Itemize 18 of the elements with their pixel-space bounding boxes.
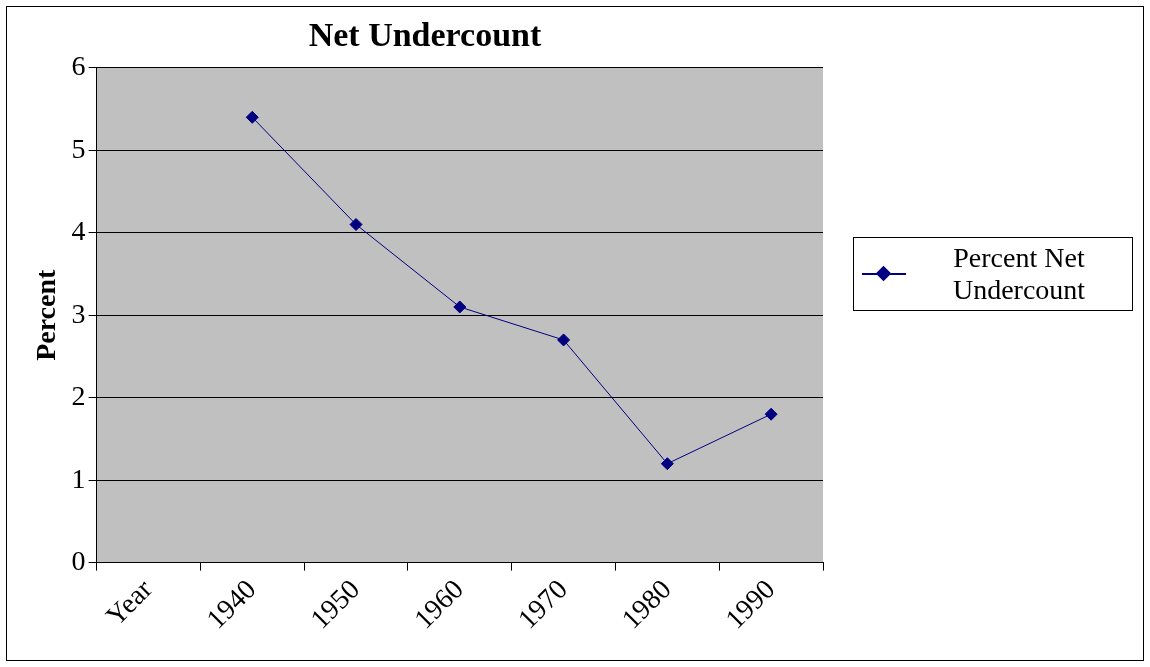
y-tick-label: 4 bbox=[71, 215, 86, 247]
y-tick-label: 2 bbox=[71, 380, 86, 412]
y-tick-label: 3 bbox=[71, 297, 86, 329]
y-tick-label: 1 bbox=[71, 462, 86, 494]
point bbox=[245, 110, 259, 124]
point bbox=[557, 333, 571, 347]
chart-title: Net Undercount bbox=[308, 16, 542, 54]
y-tick-label: 6 bbox=[71, 50, 86, 82]
point bbox=[660, 457, 674, 471]
point bbox=[349, 218, 363, 231]
legend-label: Percent Net Undercount bbox=[951, 242, 1087, 307]
x-tick-label: 1970 bbox=[511, 573, 574, 635]
point bbox=[453, 300, 467, 314]
x-tick-label: Year bbox=[99, 572, 159, 632]
y-axis-title: Percent bbox=[30, 268, 62, 361]
y-tick-label: 5 bbox=[71, 132, 86, 164]
point bbox=[764, 407, 778, 421]
y-tick-label: 0 bbox=[71, 545, 86, 576]
